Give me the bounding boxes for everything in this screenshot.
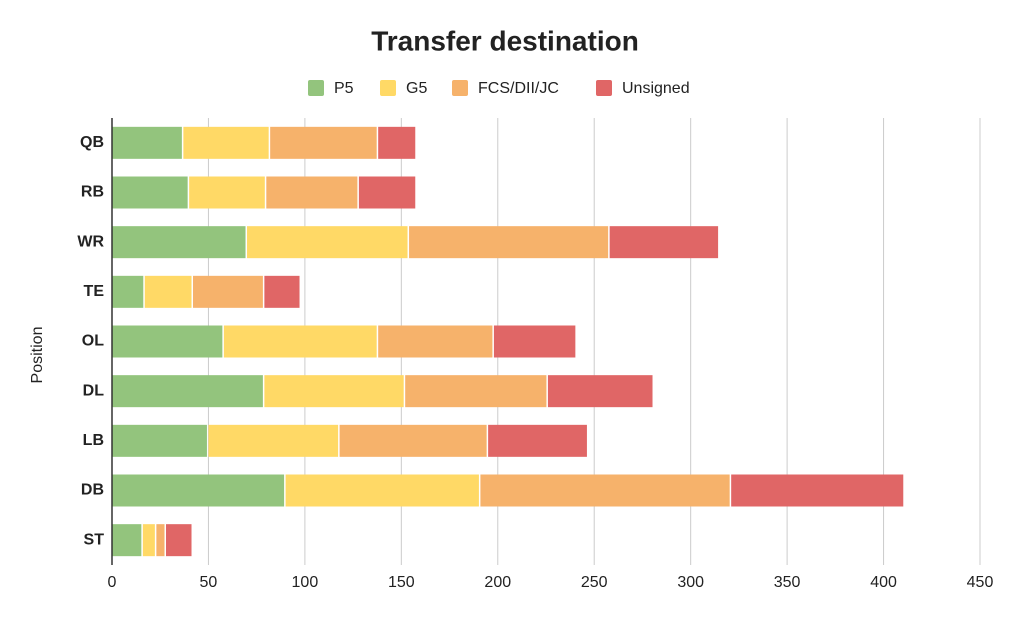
bar-segment (193, 275, 263, 308)
y-tick-label: ST (84, 531, 105, 548)
bar-segment (112, 375, 263, 408)
x-tick-label: 450 (967, 574, 994, 591)
y-tick-label: LB (83, 432, 104, 449)
chart-title: Transfer destination (371, 25, 639, 56)
bar-segment (112, 126, 182, 159)
bar-segment (223, 325, 377, 358)
bar-segment (247, 226, 408, 259)
bar-segment (488, 424, 587, 457)
legend-label: Unsigned (622, 80, 690, 97)
bar-segment (609, 226, 719, 259)
legend-swatch (452, 80, 468, 96)
legend-label: P5 (334, 80, 354, 97)
x-tick-label: 200 (484, 574, 511, 591)
bar-segment (547, 375, 653, 408)
y-tick-label: TE (84, 283, 105, 300)
bar-segment (493, 325, 576, 358)
legend-swatch (308, 80, 324, 96)
bar-segment (112, 424, 207, 457)
bar-segment (358, 176, 416, 209)
y-tick-label: RB (81, 184, 104, 201)
y-tick-label: DB (81, 482, 104, 499)
bar-segment (112, 325, 223, 358)
x-tick-label: 150 (388, 574, 415, 591)
bar-segment (270, 126, 377, 159)
bar-segment (409, 226, 609, 259)
bar-segment (183, 126, 269, 159)
bar-segment (264, 275, 300, 308)
bar-segment (266, 176, 358, 209)
bar-segment (378, 126, 416, 159)
bar-segment (112, 176, 188, 209)
y-tick-label: DL (83, 382, 105, 399)
bar-segment (731, 474, 904, 507)
bar-segment (285, 474, 479, 507)
bar-segment (112, 226, 246, 259)
bar-segment (378, 325, 493, 358)
legend-label: G5 (406, 80, 427, 97)
bar-segment (142, 524, 155, 557)
bar-segment (112, 474, 285, 507)
x-tick-label: 50 (200, 574, 218, 591)
legend-label: FCS/DII/JC (478, 80, 559, 97)
legend-swatch (380, 80, 396, 96)
bar-segment (189, 176, 265, 209)
x-tick-label: 0 (108, 574, 117, 591)
x-tick-label: 300 (677, 574, 704, 591)
x-tick-label: 350 (774, 574, 801, 591)
bar-segment (144, 275, 192, 308)
bar-segment (264, 375, 404, 408)
y-tick-label: QB (80, 134, 104, 151)
bar-segment (208, 424, 339, 457)
x-tick-label: 250 (581, 574, 608, 591)
bar-segment (166, 524, 192, 557)
bar-segment (480, 474, 730, 507)
bar-segment (156, 524, 165, 557)
y-axis-label: Position (29, 327, 46, 384)
bar-segment (405, 375, 547, 408)
y-tick-label: OL (82, 333, 104, 350)
bar-segment (339, 424, 487, 457)
bar-segment (112, 524, 142, 557)
y-tick-label: WR (77, 233, 104, 250)
x-tick-label: 100 (292, 574, 319, 591)
x-tick-label: 400 (870, 574, 897, 591)
legend-swatch (596, 80, 612, 96)
bar-segment (112, 275, 144, 308)
